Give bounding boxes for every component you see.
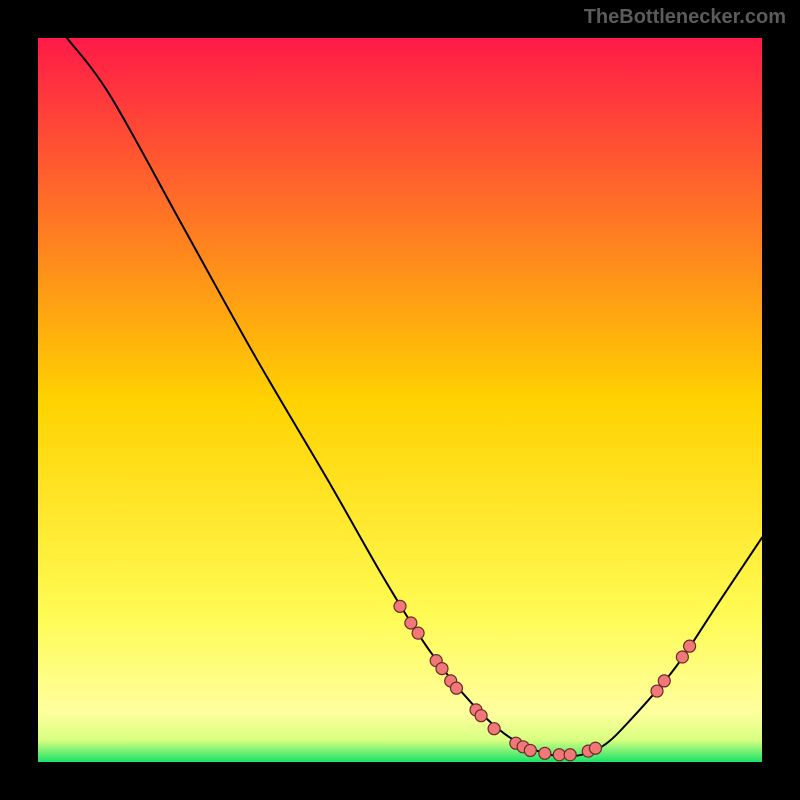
data-marker — [564, 749, 576, 761]
data-marker — [405, 617, 417, 629]
chart-plot-area — [38, 38, 762, 762]
data-marker — [450, 682, 462, 694]
data-marker — [676, 651, 688, 663]
chart-background — [38, 38, 762, 762]
chart-svg — [38, 38, 762, 762]
data-marker — [524, 744, 536, 756]
data-marker — [658, 675, 670, 687]
watermark-text: TheBottlenecker.com — [584, 6, 786, 29]
data-marker — [684, 640, 696, 652]
data-marker — [539, 747, 551, 759]
data-marker — [589, 742, 601, 754]
data-marker — [436, 663, 448, 675]
data-marker — [488, 723, 500, 735]
data-marker — [475, 710, 487, 722]
data-marker — [412, 627, 424, 639]
data-marker — [394, 600, 406, 612]
data-marker — [553, 749, 565, 761]
data-marker — [651, 685, 663, 697]
